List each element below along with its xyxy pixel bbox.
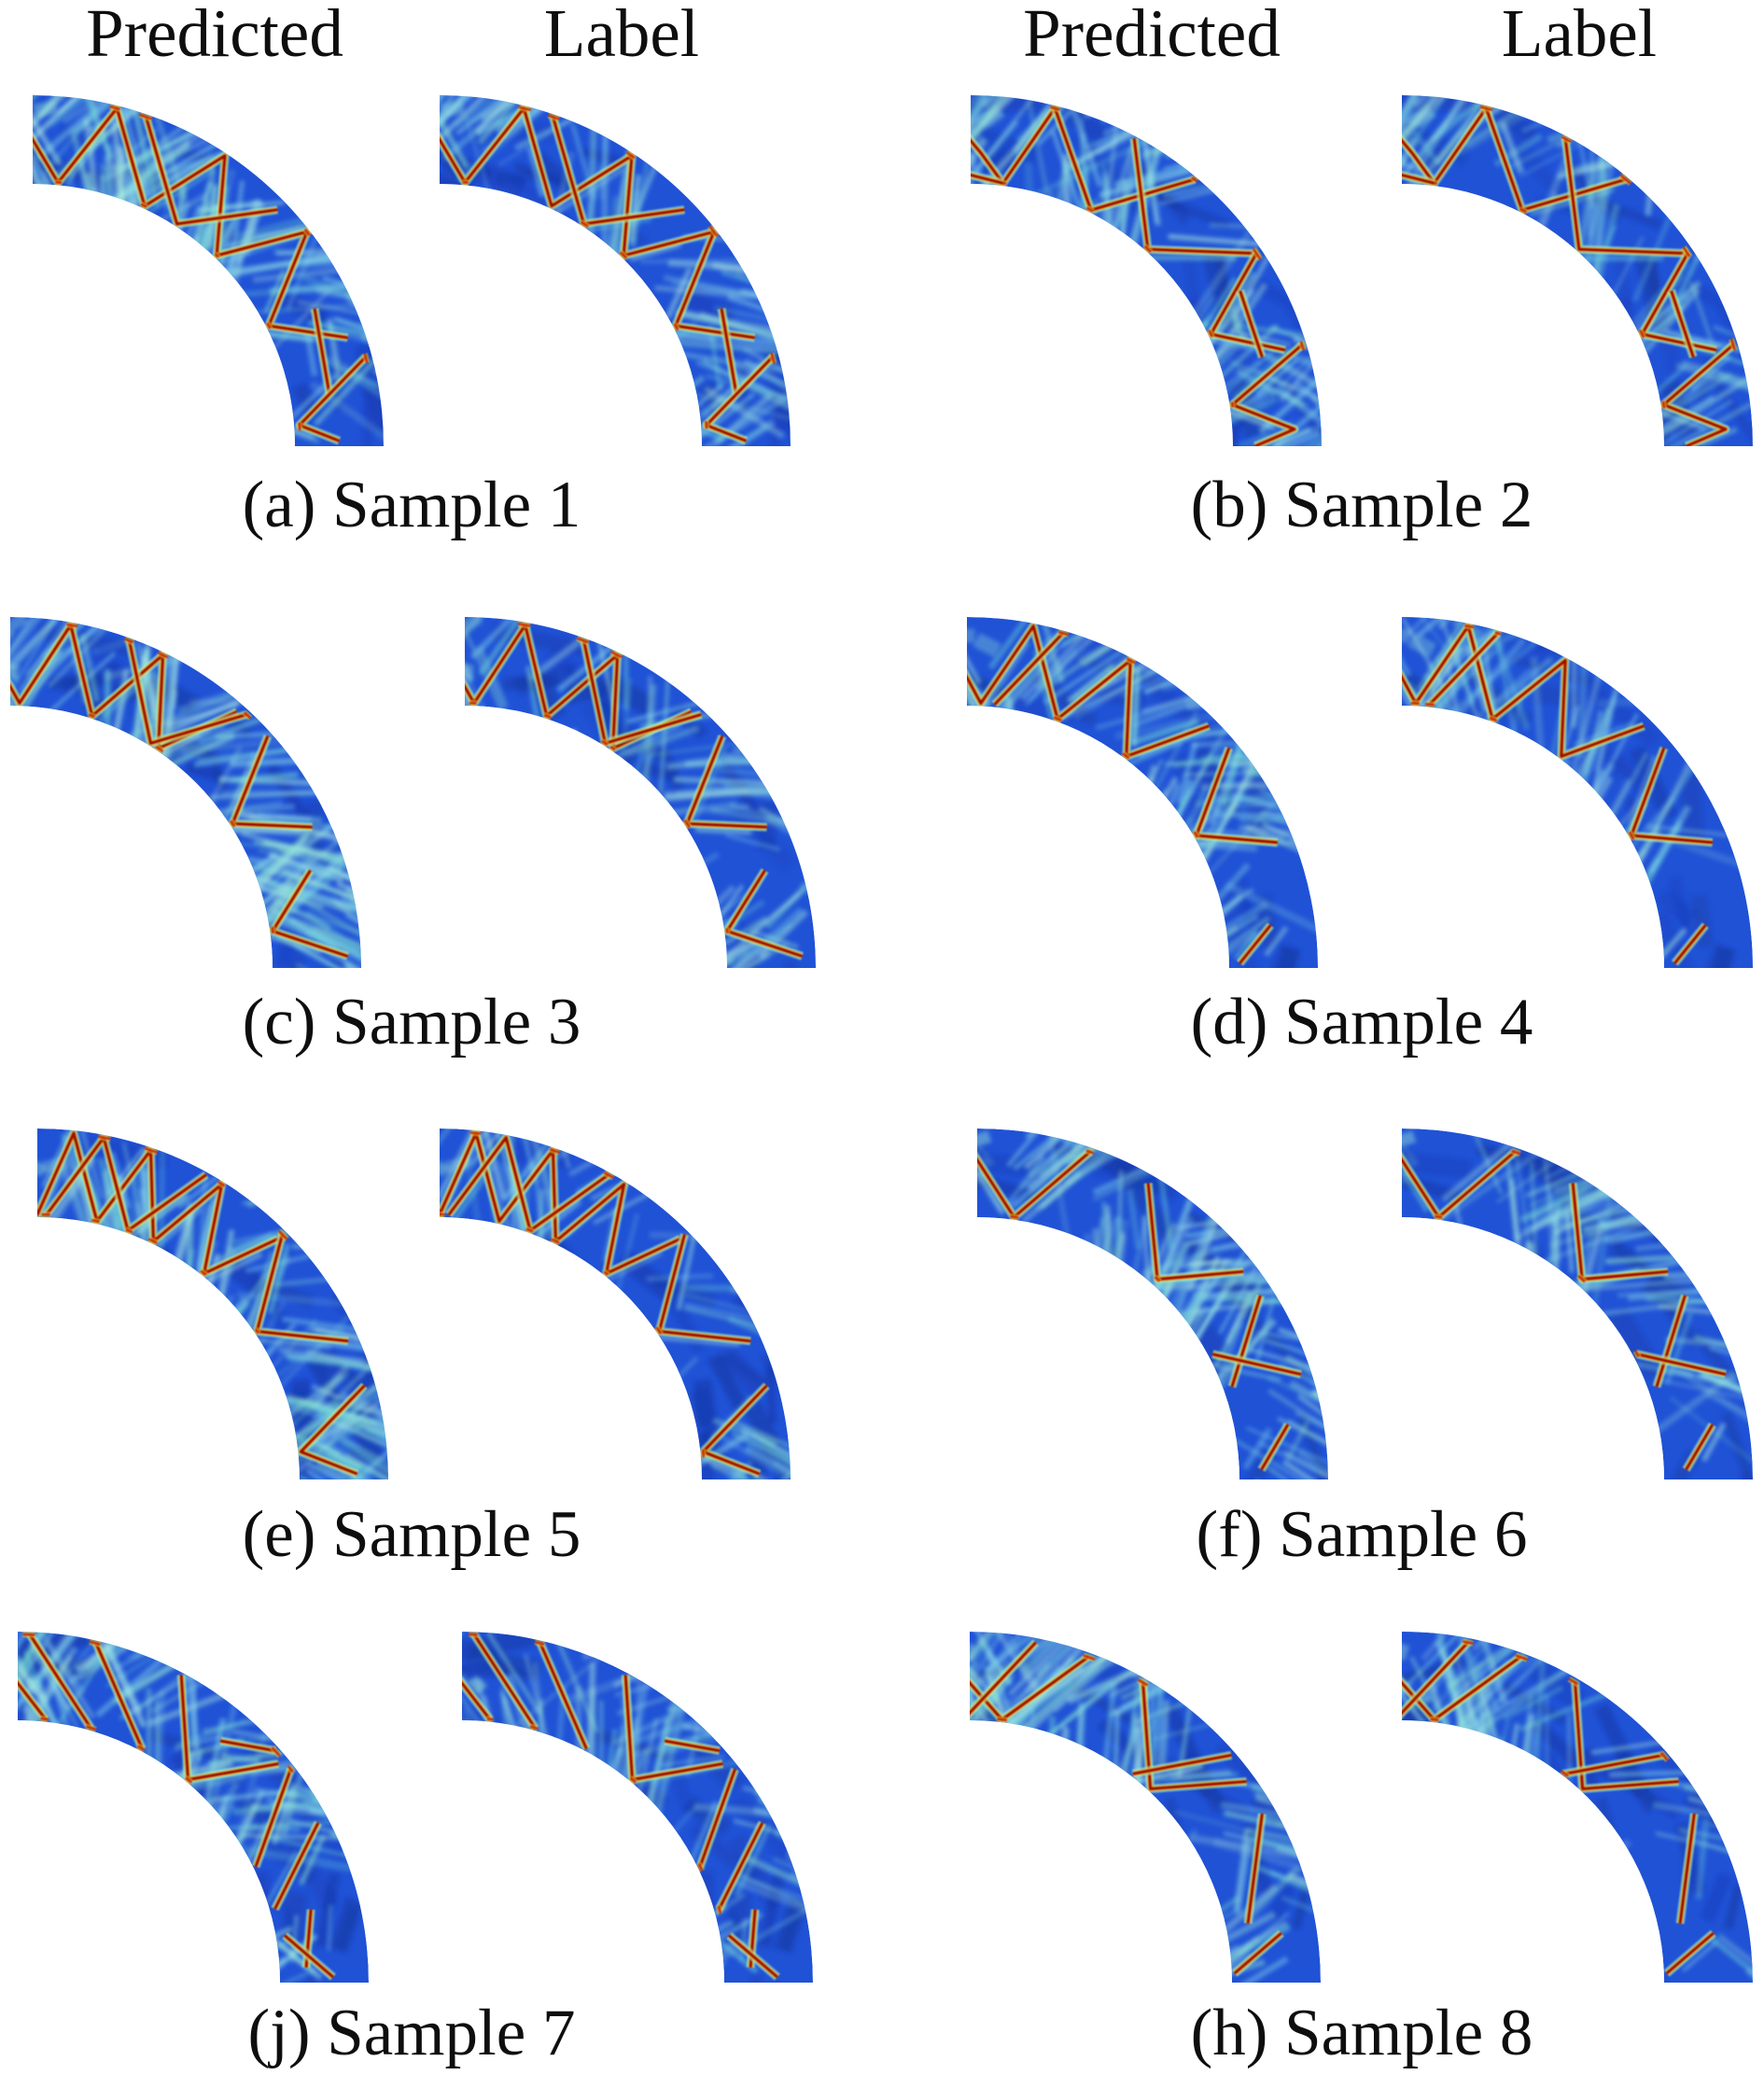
svg-text:Label: Label [544,0,699,71]
svg-text:(h) Sample 8: (h) Sample 8 [1191,1997,1533,2069]
svg-text:(c) Sample 3: (c) Sample 3 [243,986,581,1059]
svg-text:(a) Sample 1: (a) Sample 1 [243,469,581,541]
svg-text:(e) Sample 5: (e) Sample 5 [243,1498,581,1571]
svg-text:(d) Sample 4: (d) Sample 4 [1191,986,1533,1059]
svg-text:(b) Sample 2: (b) Sample 2 [1191,469,1533,541]
svg-text:Predicted: Predicted [1023,0,1281,71]
svg-text:Predicted: Predicted [86,0,343,71]
svg-text:Label: Label [1502,0,1657,71]
svg-text:(j) Sample 7: (j) Sample 7 [248,1997,576,2069]
svg-text:(f) Sample 6: (f) Sample 6 [1197,1498,1528,1571]
